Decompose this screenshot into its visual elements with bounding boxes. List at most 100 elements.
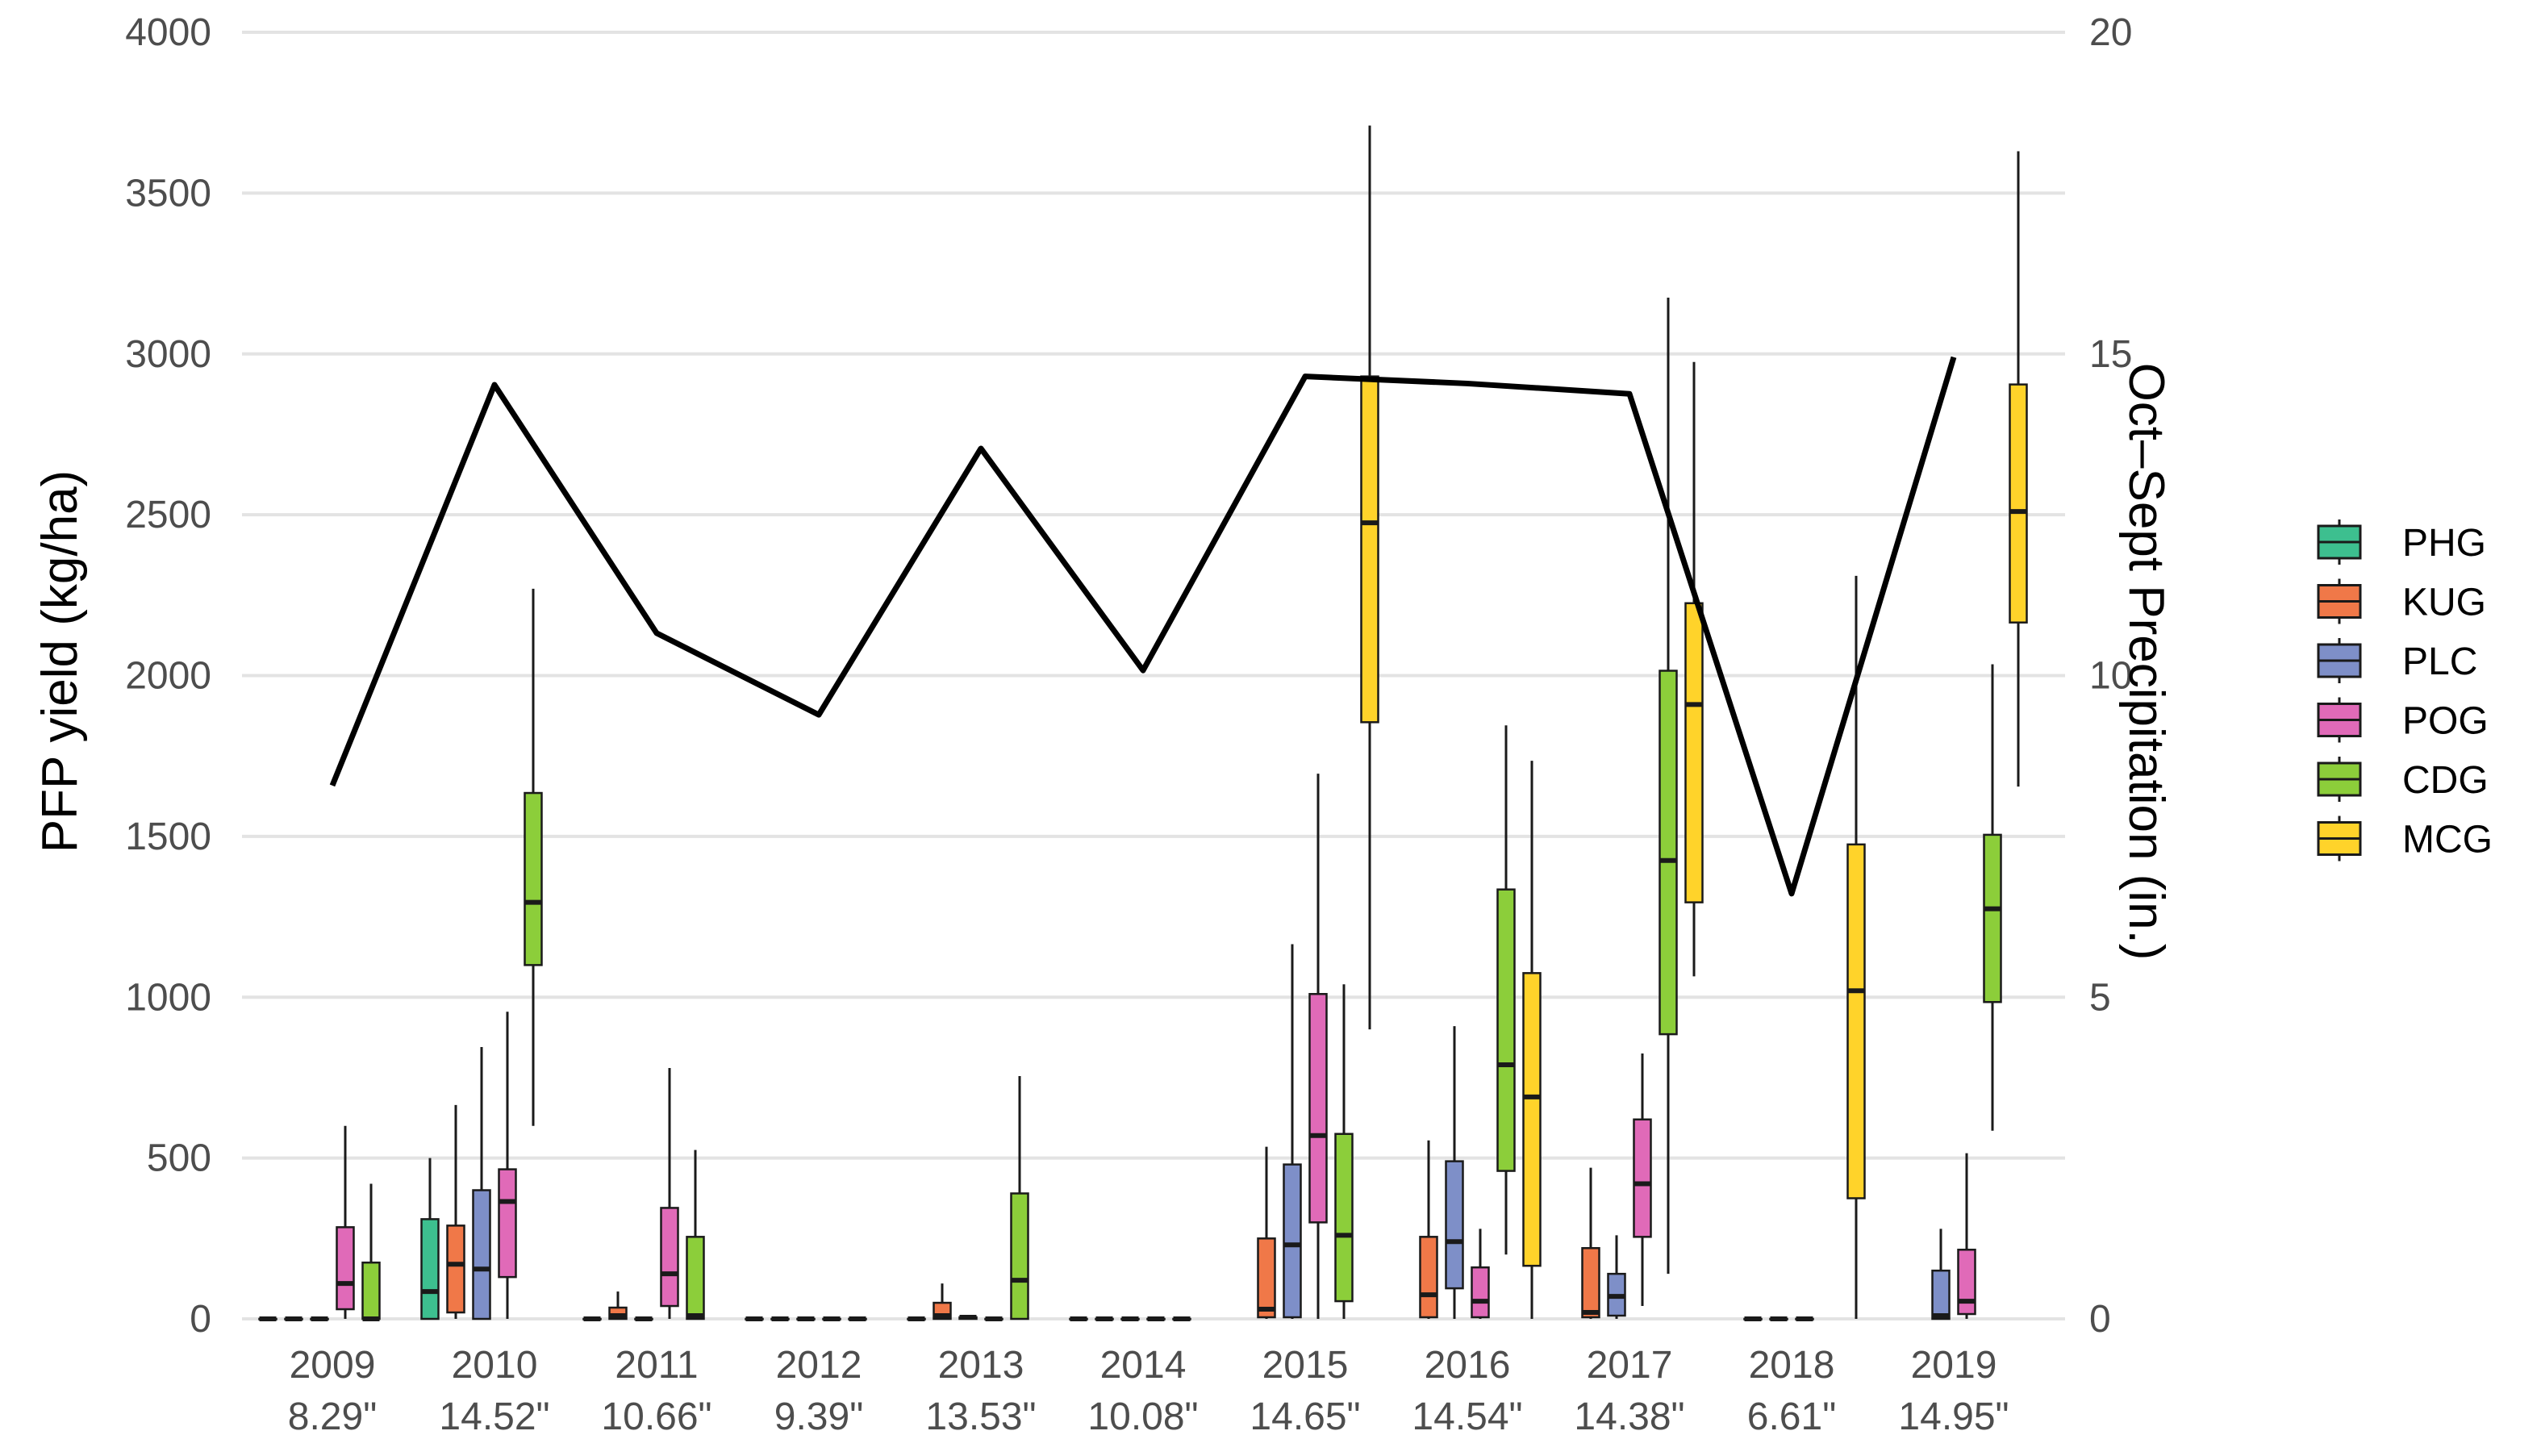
box-iqr: [2009, 383, 2028, 624]
y-left-tick-label: 2500: [125, 494, 211, 536]
box-iqr: [686, 1236, 705, 1320]
x-tick-year: 2019: [1911, 1344, 1997, 1387]
y-right-tick-label: 15: [2089, 333, 2132, 376]
x-tick-year: 2016: [1425, 1344, 1511, 1387]
box-iqr: [336, 1226, 355, 1311]
x-tick-year: 2012: [776, 1344, 862, 1387]
box-iqr: [1308, 993, 1328, 1224]
box-2017-cdg: [1659, 297, 1678, 1275]
x-tick-year: 2015: [1262, 1344, 1349, 1387]
legend-item-plc: PLC: [2317, 638, 2477, 683]
box-2014-phg: [1069, 1316, 1088, 1321]
x-tick-precip: 9.39": [774, 1396, 863, 1438]
legend-item-kug: KUG: [2317, 578, 2486, 624]
precipitation-line: [329, 356, 1957, 897]
x-tick-year: 2009: [290, 1344, 376, 1387]
box-iqr: [1496, 888, 1516, 1172]
x-tick-precip: 8.29": [288, 1396, 377, 1438]
legend-item-cdg: CDG: [2317, 757, 2489, 802]
box-2016-plc: [1445, 1026, 1464, 1319]
box-2010-cdg: [524, 588, 543, 1126]
box-2019-cdg: [1983, 664, 2002, 1131]
box-iqr: [1471, 1266, 1490, 1319]
x-tick-year: 2014: [1100, 1344, 1187, 1387]
x-tick-year: 2018: [1749, 1344, 1835, 1387]
box-2014-kug: [1095, 1316, 1114, 1321]
box-iqr: [472, 1189, 491, 1320]
box-2010-pog: [498, 1012, 517, 1319]
box-2015-cdg: [1334, 984, 1354, 1319]
box-2009-plc: [310, 1316, 329, 1321]
box-2015-pog: [1308, 774, 1328, 1319]
box-2013-phg: [907, 1316, 926, 1321]
legend-item-mcg: MCG: [2317, 816, 2493, 862]
box-2016-mcg: [1522, 761, 1542, 1319]
box-2009-pog: [336, 1125, 355, 1319]
box-2015-mcg: [1360, 125, 1379, 1030]
box-2014-pog: [1146, 1316, 1166, 1321]
box-2013-cdg: [1010, 1075, 1029, 1320]
x-axis-ticks: 2009 8.29" 2010 14.52" 2011 10.66" 2012 9.39" 20…: [288, 1344, 2009, 1438]
y-left-tick-label: 500: [147, 1137, 211, 1180]
y-right-tick-label: 20: [2089, 11, 2132, 54]
box-2013-plc: [958, 1315, 978, 1320]
x-tick-precip: 6.61": [1747, 1396, 1836, 1438]
x-tick-precip: 10.08": [1087, 1396, 1198, 1438]
box-iqr: [446, 1224, 465, 1314]
box-2019-mcg: [2009, 151, 2028, 787]
box-2010-plc: [472, 1047, 491, 1320]
left-axis-ticks: 0 500 1000 1500 2000 2500 3000 3500 4000: [125, 11, 211, 1341]
box-2011-cdg: [686, 1149, 705, 1320]
x-tick-year: 2013: [938, 1344, 1024, 1387]
y-right-tick-label: 10: [2089, 655, 2132, 698]
box-iqr: [1633, 1118, 1652, 1238]
y-left-tick-label: 3000: [125, 333, 211, 376]
box-2011-kug: [608, 1291, 628, 1320]
y-left-tick-label: 1500: [125, 816, 211, 858]
box-2017-plc: [1607, 1235, 1626, 1319]
box-2017-kug: [1581, 1167, 1600, 1319]
box-iqr: [1419, 1236, 1438, 1319]
legend-label: PLC: [2402, 640, 2477, 683]
legend-item-phg: PHG: [2317, 519, 2486, 565]
box-2018-kug: [1743, 1316, 1763, 1321]
x-tick-precip: 13.53": [925, 1396, 1036, 1438]
box-2019-plc: [1931, 1229, 1951, 1320]
box-2016-kug: [1419, 1140, 1438, 1319]
box-2011-pog: [660, 1067, 679, 1319]
box-2018-pog: [1795, 1316, 1814, 1321]
x-tick-precip: 14.54": [1412, 1396, 1522, 1438]
box-2015-plc: [1283, 944, 1302, 1319]
box-2016-cdg: [1496, 725, 1516, 1255]
box-iqr: [1957, 1249, 1976, 1316]
grid: [242, 31, 2065, 1320]
legend-label: PHG: [2402, 522, 2486, 565]
box-2010-phg: [420, 1158, 440, 1320]
box-2013-kug: [933, 1283, 952, 1320]
box-2018-plc: [1769, 1316, 1788, 1321]
box-2016-pog: [1471, 1229, 1490, 1319]
box-2012-cdg: [848, 1316, 867, 1321]
box-iqr: [660, 1207, 679, 1308]
y-right-tick-label: 0: [2089, 1298, 2111, 1341]
legend-label: KUG: [2402, 582, 2486, 624]
box-iqr: [361, 1261, 381, 1320]
legend: PHG KUG PLC POG CDG MCG: [2317, 519, 2493, 862]
box-plots: [258, 125, 2028, 1321]
box-2017-pog: [1633, 1053, 1652, 1307]
box-iqr: [524, 791, 543, 966]
legend-label: MCG: [2402, 819, 2493, 862]
box-iqr: [1846, 843, 1866, 1199]
box-iqr: [1360, 375, 1379, 724]
box-iqr: [1522, 972, 1542, 1267]
box-2012-phg: [745, 1316, 764, 1321]
box-2014-cdg: [1172, 1316, 1191, 1321]
box-iqr: [1931, 1269, 1951, 1320]
box-2018-mcg: [1846, 575, 1866, 1319]
y-left-tick-label: 2000: [125, 655, 211, 698]
box-2010-kug: [446, 1104, 465, 1319]
box-iqr: [1445, 1160, 1464, 1290]
x-tick-year: 2011: [615, 1344, 698, 1387]
box-2012-pog: [822, 1316, 841, 1321]
